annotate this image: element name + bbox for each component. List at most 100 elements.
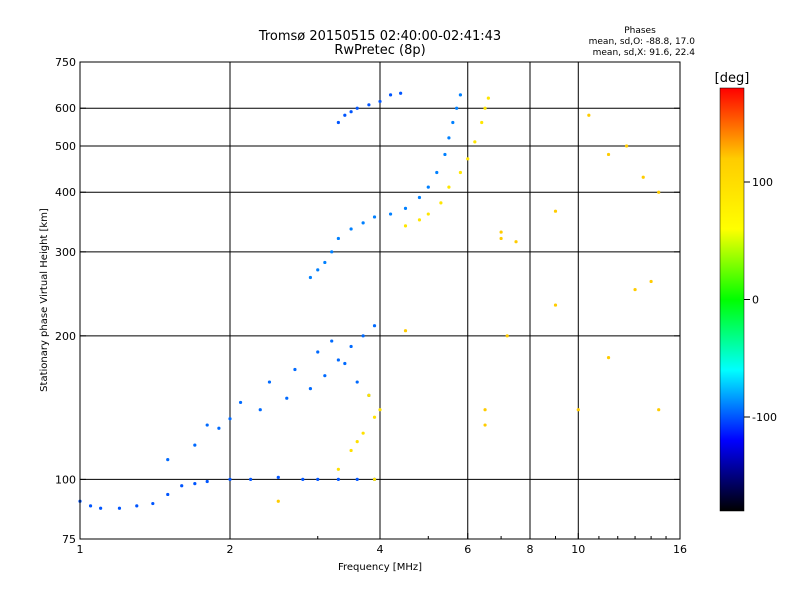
data-point [378, 408, 382, 412]
colorbar-tick-label: 100 [752, 176, 773, 189]
y-axis-label: Stationary phase Virtual Height [km] [39, 208, 50, 392]
data-point [372, 324, 377, 328]
data-point [399, 91, 403, 95]
data-point [372, 477, 377, 482]
y-ticks: 75 100 200 300 400 500 600 750 [55, 56, 680, 546]
data-point [238, 400, 243, 405]
y-tick-label: 750 [55, 56, 76, 69]
data-point [301, 477, 305, 482]
data-point [330, 250, 334, 254]
data-point [505, 334, 509, 338]
stats-heading: Phases [624, 26, 656, 36]
data-point [361, 221, 365, 225]
data-point [205, 423, 209, 427]
data-point [514, 240, 518, 244]
data-point [151, 501, 155, 506]
data-point [641, 175, 645, 179]
data-point [308, 275, 313, 280]
x-tick-label: 2 [227, 543, 234, 556]
data-point [458, 93, 463, 97]
data-point [367, 393, 371, 398]
data-point [553, 303, 558, 307]
data-point [267, 380, 272, 384]
y-tick-label: 500 [55, 140, 76, 153]
data-point [361, 431, 365, 435]
colorbar-tick-label: 0 [752, 294, 759, 307]
data-point [330, 339, 334, 343]
data-point [117, 506, 122, 510]
data-point [483, 423, 487, 427]
data-point [447, 136, 451, 140]
data-point [249, 477, 253, 482]
data-point [435, 170, 439, 175]
data-point [343, 361, 347, 366]
data-point [258, 408, 262, 412]
data-point [316, 268, 320, 272]
x-tick-label: 8 [527, 543, 534, 556]
data-point [323, 260, 327, 265]
y-tick-label: 75 [62, 533, 76, 546]
data-point [180, 484, 184, 488]
x-tick-label: 6 [464, 543, 471, 556]
data-point [473, 140, 477, 144]
data-point [308, 387, 313, 391]
data-point [205, 479, 209, 484]
data-point [316, 350, 320, 354]
data-point [217, 426, 221, 430]
data-point [372, 215, 377, 219]
x-ticks: 1 2 4 6 8 10 16 [77, 533, 687, 556]
data-point [499, 236, 503, 241]
data-point [355, 380, 359, 384]
data-point [349, 227, 353, 231]
data-point [349, 110, 353, 114]
colorbar-tick-label: -100 [752, 411, 777, 424]
x-tick-label: 1 [77, 543, 84, 556]
data-points [78, 91, 661, 510]
y-tick-label: 200 [55, 330, 76, 343]
stats-line-x: mean, sd,X: 91.6, 22.4 [593, 48, 696, 58]
data-point [228, 477, 232, 482]
data-point [576, 408, 580, 412]
data-point [483, 106, 487, 110]
data-point [417, 195, 422, 200]
data-point [417, 218, 422, 222]
data-point [166, 492, 170, 497]
data-point [316, 477, 320, 482]
colorbar-label: [deg] [715, 71, 750, 86]
x-tick-label: 4 [377, 543, 384, 556]
data-point [649, 279, 653, 284]
data-point [361, 334, 365, 338]
data-point [483, 408, 487, 412]
chart-title: Tromsø 20150515 02:40:00-02:41:43 [258, 29, 501, 44]
data-point [403, 329, 408, 333]
data-point [451, 120, 455, 125]
data-point [403, 206, 408, 210]
data-point [293, 367, 297, 372]
data-point [135, 504, 139, 508]
data-point [466, 157, 470, 161]
y-tick-label: 400 [55, 186, 76, 199]
data-point [343, 113, 347, 117]
data-point [657, 190, 661, 194]
x-axis-label: Frequency [MHz] [338, 562, 422, 573]
colorbar [719, 87, 745, 512]
stats-line-o: mean, sd,O: -88.8, 17.0 [589, 37, 696, 47]
y-tick-label: 600 [55, 102, 76, 115]
colorbar-ticks: 100 0 -100 [744, 176, 777, 424]
data-point [349, 344, 353, 349]
data-point [426, 185, 430, 189]
data-point [455, 106, 459, 110]
data-point [285, 396, 289, 400]
chart-subtitle: RwPretec (8p) [334, 43, 425, 58]
data-point [439, 201, 443, 205]
data-point [388, 212, 393, 216]
data-point [378, 99, 382, 104]
data-point [336, 477, 340, 482]
data-point [447, 185, 451, 189]
data-point [276, 499, 280, 503]
data-point [336, 236, 340, 241]
data-point [606, 356, 611, 360]
data-point [323, 374, 327, 378]
data-point [486, 96, 490, 100]
